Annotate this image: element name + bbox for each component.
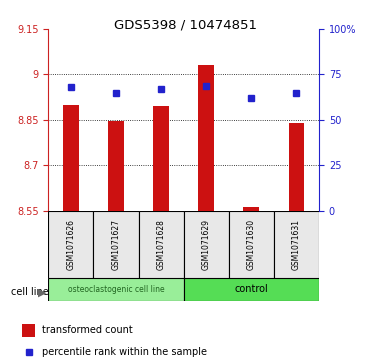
Text: GSM1071630: GSM1071630 — [247, 219, 256, 270]
Bar — [153, 106, 169, 211]
Bar — [198, 65, 214, 211]
Text: GSM1071626: GSM1071626 — [66, 219, 75, 270]
Text: GSM1071629: GSM1071629 — [202, 219, 211, 270]
Text: percentile rank within the sample: percentile rank within the sample — [42, 347, 207, 357]
Text: control: control — [234, 285, 268, 294]
FancyBboxPatch shape — [274, 211, 319, 278]
Bar — [22, 324, 35, 337]
Text: cell line: cell line — [11, 287, 49, 297]
Bar — [63, 105, 79, 211]
Text: GSM1071628: GSM1071628 — [157, 219, 165, 270]
Text: ▶: ▶ — [39, 287, 47, 297]
Text: osteoclastogenic cell line: osteoclastogenic cell line — [68, 285, 164, 294]
Text: GSM1071631: GSM1071631 — [292, 219, 301, 270]
Text: GSM1071627: GSM1071627 — [111, 219, 121, 270]
FancyBboxPatch shape — [229, 211, 274, 278]
FancyBboxPatch shape — [138, 211, 184, 278]
FancyBboxPatch shape — [48, 211, 93, 278]
Bar — [289, 123, 304, 211]
Text: GDS5398 / 10474851: GDS5398 / 10474851 — [114, 18, 257, 31]
FancyBboxPatch shape — [48, 278, 184, 301]
Text: transformed count: transformed count — [42, 325, 133, 335]
FancyBboxPatch shape — [184, 211, 229, 278]
FancyBboxPatch shape — [184, 278, 319, 301]
FancyBboxPatch shape — [93, 211, 138, 278]
Bar — [243, 207, 259, 211]
Bar — [108, 121, 124, 211]
